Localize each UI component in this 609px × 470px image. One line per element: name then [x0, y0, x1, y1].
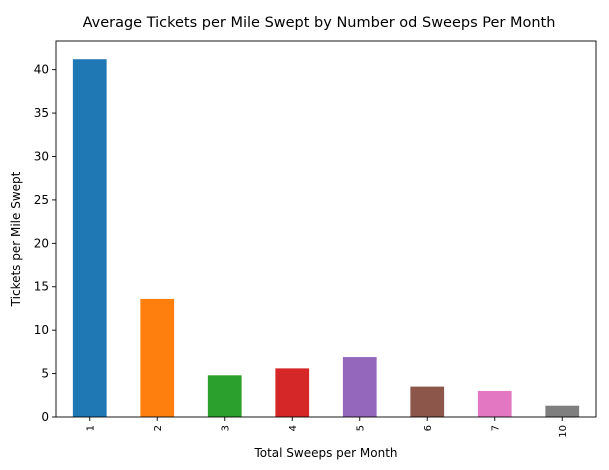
x-tick-label: 2 [153, 425, 164, 431]
bar-6 [410, 386, 445, 417]
bar-5 [342, 357, 377, 417]
plot-frame [55, 40, 597, 418]
x-tick-label: 3 [220, 425, 231, 431]
y-tick-label: 25 [34, 193, 49, 207]
x-tick-label: 1 [85, 425, 96, 431]
x-tick-label: 5 [355, 425, 366, 431]
x-axis-label: Total Sweeps per Month [253, 446, 397, 460]
bar-10 [545, 405, 580, 417]
x-tick-label: 4 [288, 425, 299, 431]
x-tick-label: 10 [558, 425, 569, 438]
x-tick-label: 7 [490, 425, 501, 431]
y-tick-label: 40 [34, 63, 49, 77]
y-tick-label: 35 [34, 106, 49, 120]
bar-7 [477, 390, 512, 417]
bar-3 [207, 375, 242, 417]
bar-4 [275, 368, 310, 417]
bar-2 [140, 298, 175, 417]
y-tick-label: 0 [41, 410, 49, 424]
y-tick-label: 5 [41, 367, 49, 381]
chart-title: Average Tickets per Mile Swept by Number… [83, 15, 556, 31]
y-tick-label: 10 [34, 323, 49, 337]
y-tick-label: 15 [34, 280, 49, 294]
bar-1 [72, 59, 107, 417]
y-axis-label: Tickets per Mile Swept [9, 171, 23, 307]
y-tick-label: 20 [34, 236, 49, 250]
x-tick-label: 6 [423, 425, 434, 431]
y-tick-label: 30 [34, 149, 49, 163]
